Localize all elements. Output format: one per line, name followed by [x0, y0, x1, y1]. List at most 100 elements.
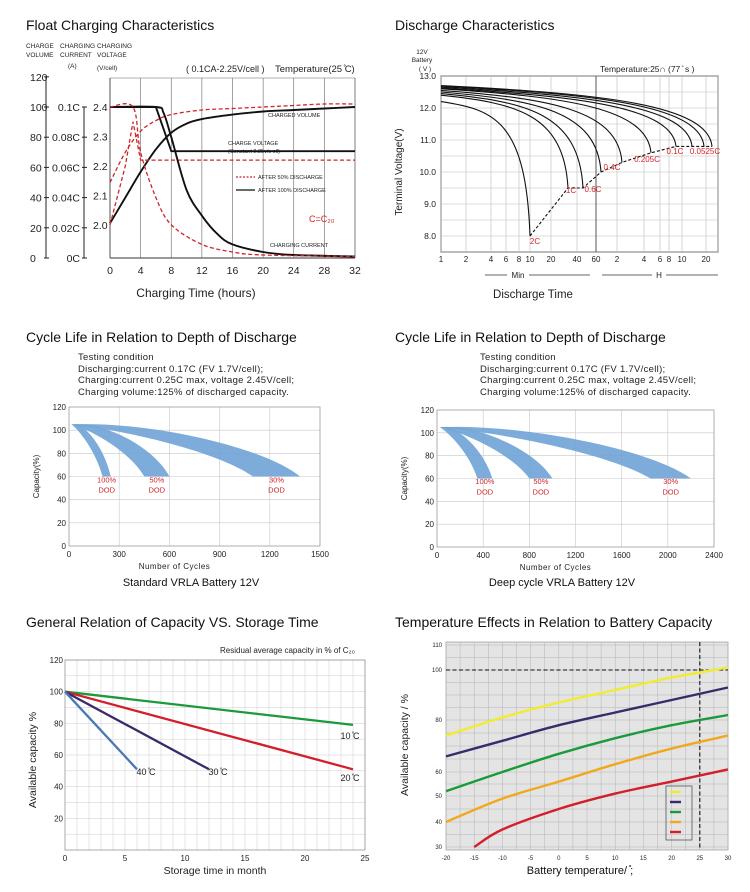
- temp-y-tick: 110: [432, 643, 442, 649]
- temp-y-label: Available capacity / %: [399, 694, 411, 796]
- voltage-tick: 2.1: [93, 191, 108, 203]
- float-series-charge-voltage-50: [109, 121, 355, 226]
- storage-plot-border: [64, 659, 366, 851]
- discharge-y-tick: 12.0: [419, 103, 436, 113]
- storage-y-tick: 80: [54, 719, 63, 728]
- axis-title-current-1: CHARGING: [60, 43, 95, 50]
- temp-y-tick: 40: [435, 820, 442, 826]
- discharge-x-tick: 8: [517, 255, 522, 264]
- discharge-curve: [440, 93, 584, 189]
- temp-x-tick: 0: [557, 856, 561, 862]
- cycle-x-tick: 600: [163, 550, 177, 559]
- discharge-y-tick: 11.0: [420, 135, 436, 145]
- storage-series-line: [64, 690, 138, 771]
- discharge-x-label: Discharge Time: [493, 289, 573, 301]
- discharge-y-tick: 8.0: [424, 231, 436, 241]
- volume-tick: 0: [30, 253, 36, 265]
- cycle-y-label: Capacity(%): [32, 454, 41, 498]
- storage-x-tick: 25: [361, 854, 370, 863]
- voltage-tick: 2.4: [93, 102, 108, 114]
- discharge-h-label: H: [656, 271, 662, 280]
- cycle-band-label: 50%: [149, 475, 164, 484]
- axis-title-current-2: CURRENT: [60, 52, 92, 59]
- discharge-curve: [440, 91, 602, 173]
- discharge-h-label-bg: [652, 269, 666, 280]
- cycle-y-tick: 20: [425, 520, 434, 529]
- cycle-x-tick: 900: [213, 550, 227, 559]
- discharge-rate-label: 2C: [530, 237, 540, 246]
- discharge-x-tick: 20: [547, 255, 556, 264]
- current-tick: 0.06C: [52, 162, 80, 174]
- testing-line: Testing condition: [78, 352, 154, 363]
- cycle-y-tick: 20: [57, 519, 66, 528]
- discharge-rate-label: 0.0525C: [690, 147, 720, 156]
- discharge-curve: [440, 88, 652, 153]
- cycle-life-deep-title: Cycle Life in Relation to Depth of Disch…: [395, 329, 666, 345]
- testing-line: Charging volume:125% of discharged capac…: [78, 386, 290, 398]
- float-series-charging-current-50: [109, 103, 356, 258]
- cycle-x-tick: 800: [523, 551, 537, 560]
- storage-x-tick: 15: [241, 854, 250, 863]
- cycle-y-tick: 40: [425, 497, 434, 506]
- discharge-rate-label: 0.1C: [667, 147, 684, 156]
- discharge-y-tick: 13.0: [419, 71, 436, 81]
- storage-series-label: 10 ̊C: [340, 731, 360, 741]
- float-series-charging-current-100: [109, 105, 356, 258]
- annotation-charged-volume: CHARGED VOLUME: [268, 113, 321, 119]
- discharge-x-tick: 2: [615, 255, 620, 264]
- discharge-rate-label: 1C: [566, 186, 576, 195]
- current-tick: 0C: [67, 253, 81, 265]
- cycle-x-tick: 300: [113, 550, 127, 559]
- cycle-deep-testing-condition: Testing condition Discharging:current 0.…: [480, 352, 696, 398]
- temp-x-tick: 10: [612, 856, 619, 862]
- cycle-x-tick: 2000: [659, 551, 677, 560]
- discharge-curve: [440, 85, 713, 147]
- cycle-band-label: DOD: [149, 486, 166, 495]
- float-x-tick: 24: [288, 265, 300, 277]
- cycle-x-tick: 0: [67, 550, 72, 559]
- cycle-band: [439, 426, 553, 479]
- cycle-y-tick: 80: [425, 452, 434, 461]
- discharge-curve: [440, 86, 693, 147]
- storage-x-tick: 0: [63, 854, 68, 863]
- cycle-band: [71, 424, 170, 477]
- storage-y-tick: 120: [50, 656, 64, 665]
- float-header-note: ( 0.1CA-2.25V/cell ): [186, 64, 265, 74]
- cycle-band: [439, 426, 691, 479]
- temp-series-line: [473, 768, 729, 849]
- cycle-band-label: DOD: [662, 487, 679, 496]
- discharge-end-voltage-line: [529, 145, 712, 237]
- temp-y-tick: 100: [432, 668, 443, 674]
- discharge-rate-label: 0.205C: [634, 155, 660, 164]
- cycle-x-label: Number of Cycles: [139, 562, 211, 571]
- temp-x-tick: 5: [585, 856, 589, 862]
- discharge-curve: [440, 101, 531, 237]
- float-series-charged-volume-100: [109, 106, 356, 224]
- cycle-band-label: DOD: [268, 486, 285, 495]
- cycle-y-tick: 100: [421, 429, 435, 438]
- axis-title-voltage-3: (V/cell): [97, 65, 117, 72]
- temp-x-tick: 30: [725, 856, 732, 862]
- storage-x-tick: 5: [123, 854, 128, 863]
- storage-series-line: [64, 690, 354, 727]
- volume-tick: 80: [30, 132, 42, 144]
- cycle-chart-title: Standard VRLA Battery 12V: [123, 577, 260, 589]
- cycle-x-tick: 1200: [261, 550, 279, 559]
- discharge-x-tick: 4: [642, 255, 647, 264]
- discharge-y-tick: 10.0: [419, 167, 436, 177]
- voltage-tick: 2.0: [93, 220, 108, 232]
- cycle-band-label: DOD: [477, 487, 494, 496]
- cycle-band: [71, 424, 111, 477]
- testing-line: Charging volume:125% of discharged capac…: [480, 386, 692, 398]
- cycle-y-tick: 60: [57, 473, 66, 482]
- cycle-band-label: 30%: [269, 475, 284, 484]
- cycle-y-tick: 60: [425, 475, 434, 484]
- legend-after50-label: AFTER 50% DISCHARGE: [258, 175, 323, 181]
- float-charging-title: Float Charging Characteristics: [26, 17, 215, 33]
- cycle-y-label: Capacity(%): [400, 456, 409, 500]
- discharge-x-tick: 10: [526, 255, 535, 264]
- axis-title-charge-volume-1: CHARGE: [26, 43, 54, 50]
